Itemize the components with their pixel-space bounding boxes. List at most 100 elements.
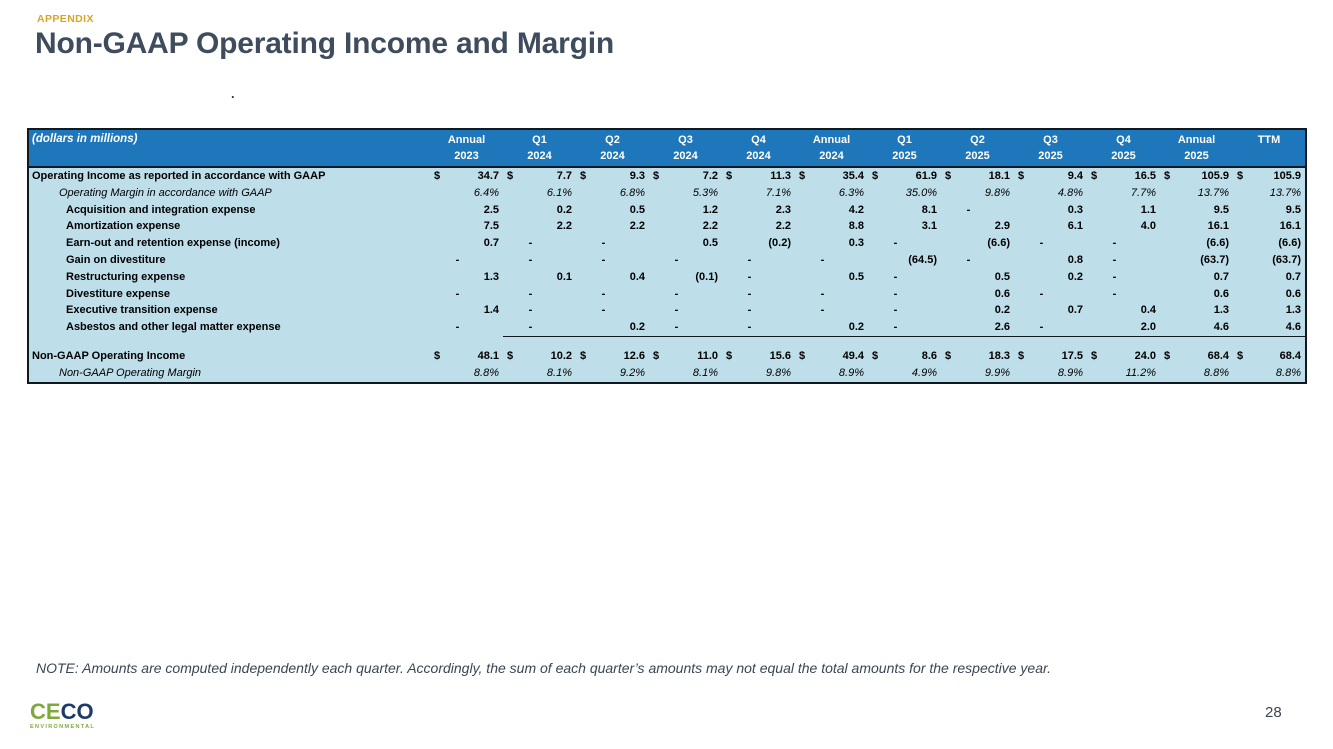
currency-symbol: $ xyxy=(726,350,733,363)
cell-value: 9.5 xyxy=(1285,203,1301,216)
cell-value: 9.2% xyxy=(619,367,645,380)
table-cell: 4.0 xyxy=(1087,218,1160,235)
row-label: Executive transition expense xyxy=(66,304,218,317)
currency-symbol: $ xyxy=(653,350,660,363)
table-cell: (63.7) xyxy=(1233,252,1306,269)
cell-value: 105.9 xyxy=(1201,170,1229,182)
table-row: Earn-out and retention expense (income) 0… xyxy=(28,235,1306,252)
column-header: Annual 2023 xyxy=(430,129,503,167)
table-cell: 1.1 xyxy=(1087,202,1160,219)
cell-value: 8.1% xyxy=(546,367,572,380)
table-cell: (6.6) xyxy=(1160,235,1233,252)
table-cell: - xyxy=(430,286,503,303)
table-row: Divestiture expense - - - - - - - 0.6 - - 0.6 0.6 xyxy=(28,286,1306,303)
column-header-line2: 2025 xyxy=(1184,150,1209,162)
row-label: Operating Margin in accordance with GAAP xyxy=(59,186,272,199)
table-cell: 16.1 xyxy=(1233,218,1306,235)
cell-value: 48.1 xyxy=(477,350,499,363)
table-cell: 8.1 xyxy=(868,202,941,219)
cell-value: 68.4 xyxy=(1279,350,1301,363)
cell-value: - xyxy=(674,253,679,266)
table-cell: 6.1% xyxy=(503,185,576,202)
cell-value: 8.9% xyxy=(1057,367,1083,380)
cell-value: 8.8% xyxy=(1275,367,1301,380)
cell-value: 35.0% xyxy=(905,186,937,199)
cell-value: 0.2 xyxy=(994,304,1010,317)
cell-value: - xyxy=(528,287,533,300)
table-cell: (6.6) xyxy=(941,235,1014,252)
cell-value: 2.2 xyxy=(629,220,645,233)
cell-value: 7.7 xyxy=(556,170,572,182)
ceco-logo-wordmark: CECO xyxy=(30,701,95,723)
table-cell: 8.1% xyxy=(503,365,576,383)
table-cell: 0.4 xyxy=(1087,302,1160,319)
table-cell: 0.7 xyxy=(1160,269,1233,286)
table-cell: - xyxy=(722,286,795,303)
cell-value: 15.6 xyxy=(769,350,791,363)
table-cell: (6.6) xyxy=(1233,235,1306,252)
table-cell: $15.6 xyxy=(722,348,795,365)
column-header-line1: Annual xyxy=(1177,134,1216,146)
cell-value: 1.1 xyxy=(1140,203,1156,216)
cell-value: 2.2 xyxy=(775,220,791,233)
table-cell: 8.9% xyxy=(1014,365,1087,383)
cell-value: - xyxy=(820,304,825,317)
cell-value: 9.5 xyxy=(1213,203,1229,216)
cell-value: 35.4 xyxy=(842,170,864,182)
table-cell: 4.6 xyxy=(1233,319,1306,337)
cell-value: 8.8 xyxy=(848,220,864,233)
table-cell: - xyxy=(576,235,649,252)
cell-value: 16.5 xyxy=(1134,170,1156,182)
table-cell: $105.9 xyxy=(1233,167,1306,185)
cell-value: - xyxy=(1039,237,1044,250)
currency-symbol: $ xyxy=(1018,170,1025,182)
cell-value: - xyxy=(674,304,679,317)
logo-letter: E xyxy=(45,699,61,724)
column-header: Annual 2024 xyxy=(795,129,868,167)
table-cell: 2.3 xyxy=(722,202,795,219)
table-cell: - xyxy=(868,319,941,337)
row-label: Amortization expense xyxy=(66,220,181,233)
cell-value: (0.1) xyxy=(695,270,718,283)
cell-value: 0.2 xyxy=(848,321,864,334)
cell-value: (6.6) xyxy=(1206,237,1229,250)
column-header: TTM xyxy=(1233,129,1306,167)
cell-value: 105.9 xyxy=(1273,170,1301,182)
column-header: Q4 2024 xyxy=(722,129,795,167)
cell-value: 24.0 xyxy=(1134,350,1156,363)
table-cell: 0.2 xyxy=(576,319,649,337)
table-cell: - xyxy=(503,252,576,269)
table-cell: 0.6 xyxy=(941,286,1014,303)
currency-symbol: $ xyxy=(434,170,441,182)
currency-symbol: $ xyxy=(1091,170,1098,182)
table-cell: 2.9 xyxy=(941,218,1014,235)
cell-value: - xyxy=(1039,321,1044,334)
cell-value: 2.5 xyxy=(483,203,499,216)
cell-value: - xyxy=(528,237,533,250)
table-cell: - xyxy=(503,235,576,252)
cell-value: 5.3% xyxy=(692,186,718,199)
cell-value: - xyxy=(601,253,606,266)
row-label: Non-GAAP Operating Income xyxy=(32,350,186,363)
cell-value: 16.1 xyxy=(1279,220,1301,233)
cell-value: - xyxy=(1112,270,1117,283)
table-cell: $11.3 xyxy=(722,167,795,185)
table-cell: 35.0% xyxy=(868,185,941,202)
table-cell: 0.5 xyxy=(795,269,868,286)
cell-value: - xyxy=(747,253,752,266)
table-cell: - xyxy=(503,319,576,337)
table-cell: (0.2) xyxy=(722,235,795,252)
column-header-line1: Annual xyxy=(447,134,486,146)
cell-value: - xyxy=(601,237,606,250)
cell-value: 9.8% xyxy=(984,186,1010,199)
table-cell: - xyxy=(795,252,868,269)
cell-value: - xyxy=(747,270,752,283)
cell-value: 2.0 xyxy=(1140,321,1156,334)
column-header-line1: Q1 xyxy=(897,134,912,146)
table-cell: - xyxy=(868,286,941,303)
table-cell: 9.9% xyxy=(941,365,1014,383)
cell-value: - xyxy=(601,287,606,300)
cell-value: - xyxy=(747,304,752,317)
table-cell: $18.1 xyxy=(941,167,1014,185)
cell-value: (63.7) xyxy=(1200,253,1229,266)
